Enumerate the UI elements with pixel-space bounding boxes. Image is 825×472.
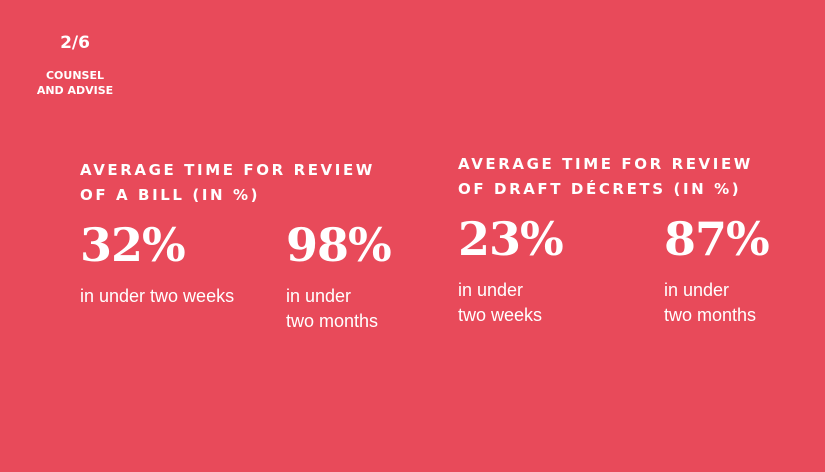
section-label: AND ADVISE [36,84,114,97]
stat-value: 98% [286,218,392,272]
stat-value: 23% [458,212,564,266]
stat-caption: in under [286,286,352,306]
panel-heading: OF DRAFT DÉCRETS (IN %) [458,180,742,198]
stat-caption: in under [458,280,524,300]
stat-value: 32% [80,218,186,272]
section-label: COUNSEL [45,69,104,82]
page-counter: 2/6 [60,33,90,53]
stat-caption: two months [664,305,757,325]
stat-caption: in under [664,280,730,300]
stat-caption: in under two weeks [80,286,235,306]
stat-value: 87% [664,212,770,266]
panel-heading: AVERAGE TIME FOR REVIEW [458,155,753,173]
panel-heading: AVERAGE TIME FOR REVIEW [80,161,375,179]
stat-caption: two weeks [458,305,543,325]
stat-caption: two months [286,311,379,331]
panel-heading: OF A BILL (IN %) [80,186,261,204]
